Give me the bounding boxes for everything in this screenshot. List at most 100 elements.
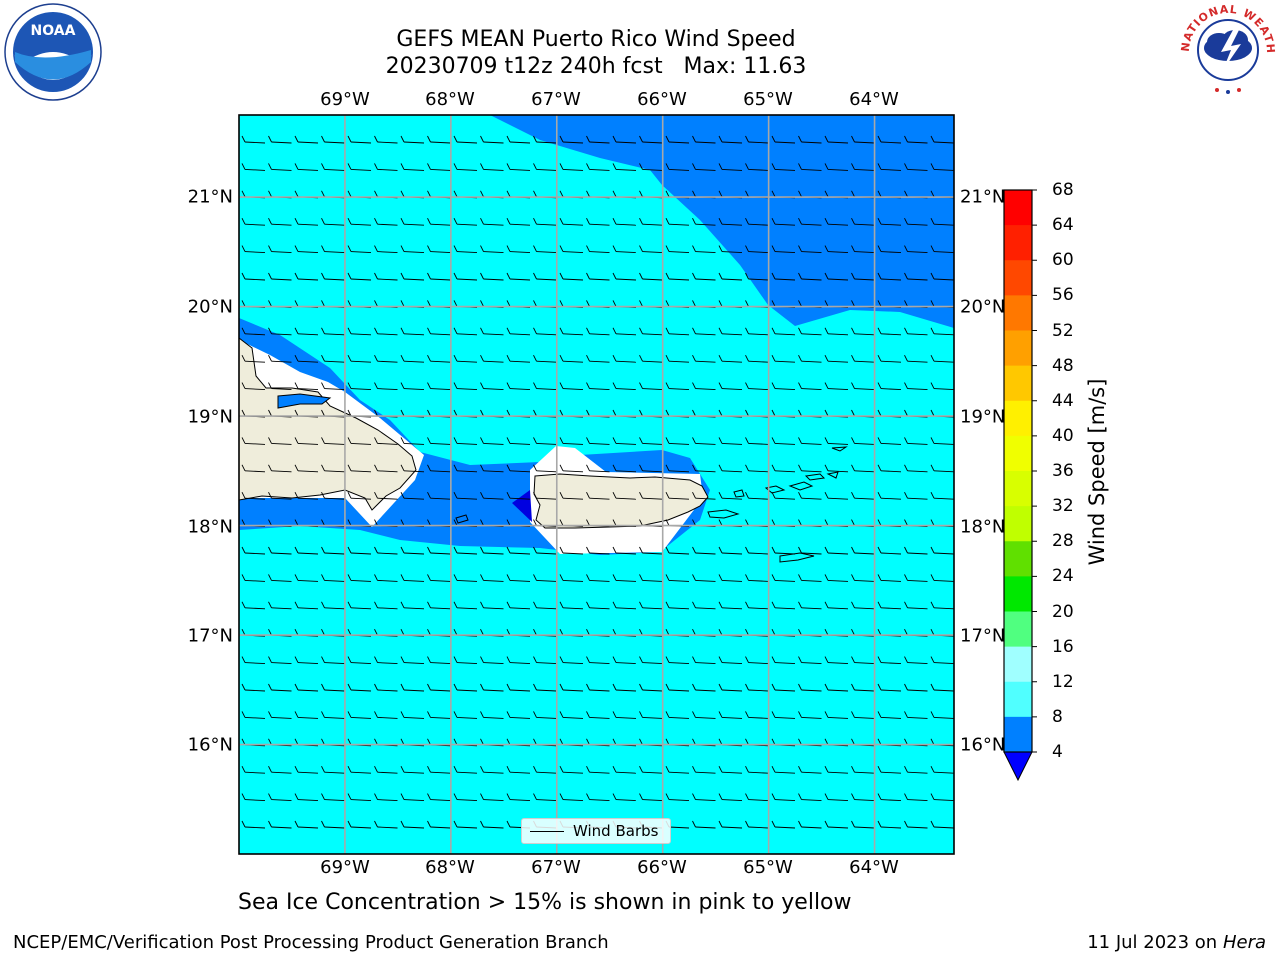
wind-barb <box>824 711 849 719</box>
wind-barb <box>851 683 875 692</box>
wind-barb <box>347 245 372 254</box>
wind-barb <box>374 272 398 281</box>
wind-barb <box>665 683 690 692</box>
wind-barb <box>533 574 557 582</box>
wind-barb <box>241 245 266 254</box>
wind-barb <box>904 601 928 610</box>
wind-barb <box>294 272 319 281</box>
wind-barb <box>586 272 610 281</box>
wind-barb <box>453 820 478 829</box>
wind-barb <box>559 464 584 473</box>
wind-barb <box>586 546 610 555</box>
wind-barb <box>506 601 531 610</box>
wind-barb <box>321 217 345 226</box>
wind-barb <box>241 765 266 774</box>
wind-barb <box>400 163 425 171</box>
wind-barb <box>930 354 954 363</box>
wind-barb <box>877 135 902 144</box>
wind-barb <box>347 820 372 829</box>
sea-ice-note: Sea Ice Concentration > 15% is shown in … <box>238 890 852 915</box>
wind-barb <box>824 354 849 363</box>
wind-barb <box>400 546 425 555</box>
wind-barb <box>480 163 504 171</box>
wind-barb <box>930 793 954 802</box>
wind-barb <box>718 464 743 473</box>
wind-barb <box>347 683 372 692</box>
wind-barb <box>374 163 398 171</box>
wind-barb <box>533 327 557 336</box>
lon-label-top-68: 68°W <box>425 89 475 110</box>
wind-barb <box>692 546 716 555</box>
wind-barb <box>665 327 690 336</box>
wind-barb <box>745 135 769 144</box>
wind-barb <box>533 711 557 719</box>
wind-barb <box>612 656 637 665</box>
wind-barb <box>586 574 610 582</box>
wind-barb <box>321 437 345 445</box>
wind-barb <box>798 217 822 226</box>
wind-barb <box>639 382 663 391</box>
wind-barb <box>745 245 769 254</box>
wind-barb <box>639 245 663 254</box>
colorbar-tick-label: 68 <box>1052 180 1074 200</box>
wind-barb <box>930 217 954 226</box>
wind-barb <box>294 656 319 665</box>
wind-barb <box>851 574 875 582</box>
wind-barb <box>851 793 875 802</box>
wind-barb <box>718 711 743 719</box>
wind-barb <box>506 683 531 692</box>
wind-barb <box>268 217 292 226</box>
wind-barb <box>798 574 822 582</box>
wind-barb <box>559 491 584 500</box>
wind-barb <box>241 711 266 719</box>
wind-barb <box>586 464 610 473</box>
wind-barb <box>639 464 663 473</box>
wind-barb <box>904 354 928 363</box>
wind-barb <box>506 765 531 774</box>
wind-barb <box>241 546 266 555</box>
wind-barb <box>586 601 610 610</box>
wind-barb <box>824 546 849 555</box>
wind-barb <box>241 437 266 445</box>
map-subtitle: 20230709 t12z 240h fcst Max: 11.63 <box>385 54 807 79</box>
wind-barb <box>400 354 425 363</box>
wind-barb <box>745 820 769 829</box>
wind-barb <box>771 382 796 391</box>
wind-barb <box>612 683 637 692</box>
wind-barb <box>347 574 372 582</box>
wind-barb <box>639 437 663 445</box>
wind-barb <box>665 464 690 473</box>
wind-barb <box>798 793 822 802</box>
wind-barb <box>480 464 504 473</box>
wind-barb <box>586 354 610 363</box>
wind-barb <box>718 574 743 582</box>
wind-barb <box>400 683 425 692</box>
colorbar-tick-label: 56 <box>1052 285 1074 306</box>
wind-barb <box>374 711 398 719</box>
wind-barb <box>453 656 478 665</box>
colorbar-segment <box>1004 681 1032 718</box>
lon-label-top-67: 67°W <box>531 89 581 110</box>
wind-barb <box>639 793 663 802</box>
wind-barb <box>745 491 769 500</box>
wind-barb <box>851 272 875 281</box>
wind-barb <box>480 683 504 692</box>
wind-barb <box>321 354 345 363</box>
wind-barb <box>321 683 345 692</box>
colorbar-segment <box>1004 716 1032 752</box>
wind-barb <box>904 272 928 281</box>
wind-barb <box>400 491 425 500</box>
wind-barb <box>427 464 451 473</box>
map-canvas <box>239 115 954 854</box>
wind-barb <box>400 437 425 445</box>
wind-barb <box>453 793 478 802</box>
wind-barb <box>639 163 663 171</box>
wind-barb <box>480 217 504 226</box>
wind-barb <box>665 272 690 281</box>
wind-barb <box>718 793 743 802</box>
wind-barb <box>692 245 716 254</box>
colorbar-segment <box>1004 365 1032 402</box>
colorbar-segment <box>1004 400 1032 437</box>
wind-barb <box>877 491 902 500</box>
wind-barb <box>506 327 531 336</box>
